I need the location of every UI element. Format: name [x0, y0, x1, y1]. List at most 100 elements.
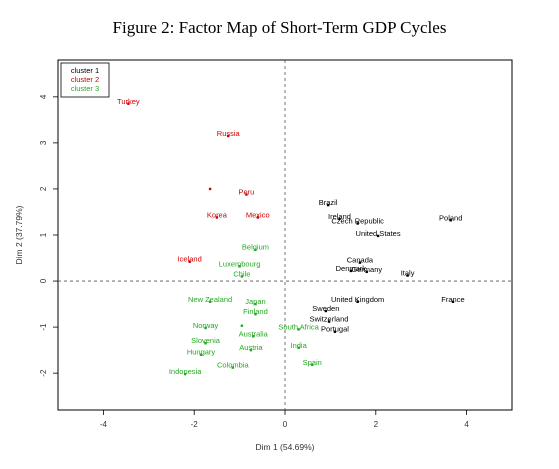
data-point	[356, 222, 359, 225]
data-point	[451, 300, 455, 303]
point-label: Brazil	[319, 198, 338, 207]
point-label: Portugal	[321, 325, 349, 334]
y-tick-label: 3	[39, 140, 48, 145]
data-point	[327, 320, 331, 323]
data-point	[333, 330, 337, 333]
point-label: France	[441, 295, 464, 304]
point-label: Slovenia	[191, 336, 221, 345]
point-label: Iceland	[178, 255, 202, 264]
plot-frame	[57, 59, 513, 411]
data-point	[338, 217, 341, 221]
data-point	[254, 248, 257, 251]
data-point	[249, 348, 253, 352]
legend-box	[60, 62, 110, 98]
data-point	[208, 187, 212, 191]
x-tick-label: -2	[191, 420, 199, 429]
point-label: Korea	[207, 211, 228, 220]
data-point	[356, 300, 359, 303]
point-label: Germany	[351, 265, 382, 274]
point-label: Australia	[239, 329, 269, 338]
point-label: Sweden	[312, 304, 339, 313]
legend-entry: cluster 1	[71, 66, 99, 75]
axes: -4 -2 0 2 4 -2 -1 0 1 2 3 4 Dim 1 (54.69%) Dim 2 (37.…	[14, 94, 469, 452]
point-label: New Zealand	[188, 295, 232, 304]
x-axis-label: Dim 1 (54.69%)	[255, 442, 314, 452]
point-label: Luxembourg	[219, 259, 261, 268]
data-point	[240, 324, 244, 327]
point-label: Chile	[233, 269, 250, 278]
point-label: Colombia	[217, 361, 250, 370]
data-point	[240, 275, 244, 278]
data-point	[227, 134, 230, 138]
point-label: Czech Republic	[331, 216, 384, 225]
data-point	[183, 372, 187, 376]
point-label: Norway	[193, 321, 219, 330]
data-point	[231, 366, 234, 369]
point-label: Peru	[238, 187, 254, 196]
data-point	[326, 203, 330, 207]
point-label: Finland	[243, 307, 268, 316]
point-label: Belgium	[242, 243, 269, 252]
legend-entry: cluster 3	[71, 84, 99, 93]
data-point	[188, 260, 191, 263]
data-point	[358, 261, 362, 264]
point-label: South Africa	[278, 322, 319, 331]
point-label: Mexico	[246, 211, 270, 220]
y-axis-label: Dim 2 (37.79%)	[14, 205, 24, 264]
data-point	[208, 300, 212, 303]
point-label: Austria	[239, 343, 263, 352]
point-label: Turkey	[117, 97, 140, 106]
point-label: Spain	[303, 358, 322, 367]
data-point	[245, 193, 248, 196]
point-label: Canada	[347, 256, 374, 265]
data-point	[254, 302, 257, 306]
y-tick-label: 1	[39, 232, 48, 237]
point-label: Poland	[439, 213, 462, 222]
data-point	[297, 328, 300, 331]
y-tick-label: -1	[39, 323, 48, 331]
x-tick-label: -4	[100, 420, 108, 429]
data-point	[324, 309, 328, 313]
point-label: Ireland	[328, 212, 351, 221]
x-tick-label: 2	[374, 420, 379, 429]
x-tick-label: 4	[464, 420, 469, 429]
y-tick-label: -2	[39, 369, 48, 377]
y-tick-label: 0	[39, 278, 48, 283]
x-tick-label: 0	[283, 420, 288, 429]
point-label: United Kingdom	[331, 295, 384, 304]
point-label: Italy	[401, 269, 415, 278]
data-point	[238, 265, 241, 268]
data-point	[311, 363, 314, 367]
point-label: Russia	[217, 129, 241, 138]
data-point	[215, 216, 219, 219]
data-point	[204, 326, 207, 330]
y-tick-label: 4	[39, 94, 48, 99]
data-point	[376, 234, 380, 238]
point-label: Indonesia	[169, 367, 202, 376]
data-point	[204, 342, 207, 345]
y-tick-label: 2	[39, 186, 48, 191]
data-point	[256, 216, 259, 219]
point-label: Hungary	[187, 348, 216, 357]
point-label: Japan	[245, 297, 265, 306]
series-cluster-2: Turkey Russia Peru Korea Mexico Iceland	[117, 97, 270, 264]
point-label: India	[290, 341, 307, 350]
data-point	[127, 102, 130, 105]
data-point	[365, 270, 368, 274]
data-point	[297, 346, 300, 350]
point-label: Denmark	[336, 264, 367, 273]
legend-entry: cluster 2	[71, 75, 99, 84]
point-label: United States	[356, 229, 401, 238]
data-point	[199, 353, 203, 356]
point-label: Switzerland	[310, 315, 349, 324]
data-point	[252, 335, 255, 338]
data-point	[254, 313, 257, 316]
data-point	[449, 219, 452, 222]
data-point	[349, 269, 353, 273]
data-point	[406, 274, 409, 277]
